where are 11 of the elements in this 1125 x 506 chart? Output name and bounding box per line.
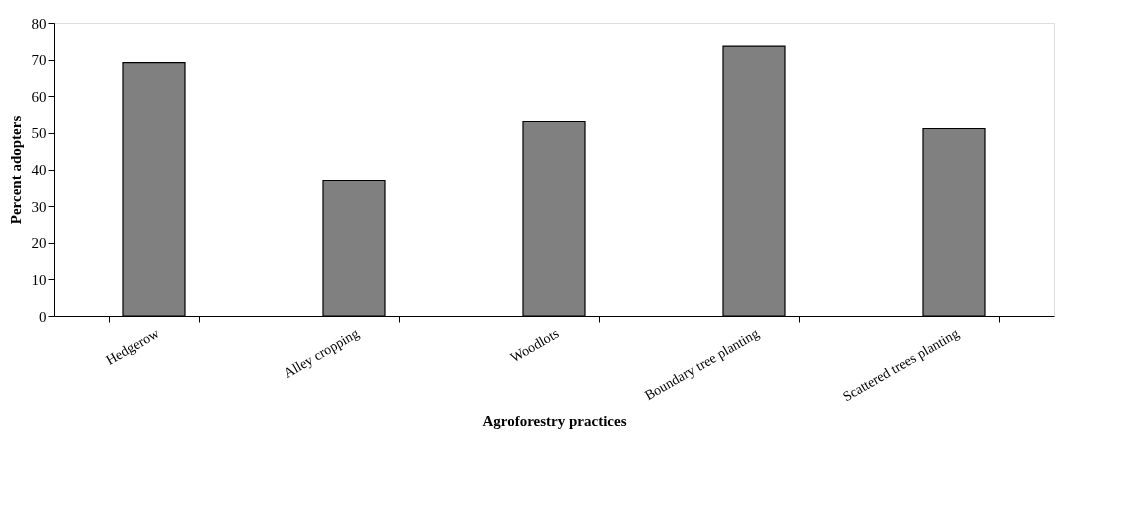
y-tick-label: 20 bbox=[31, 235, 47, 252]
y-tick-label: 80 bbox=[31, 15, 47, 32]
y-tick-label: 0 bbox=[39, 308, 47, 325]
x-axis-title: Agroforestry practices bbox=[482, 413, 627, 430]
y-tick-label: 10 bbox=[31, 271, 47, 288]
y-tick-label: 50 bbox=[31, 125, 47, 142]
y-tick-label: 30 bbox=[31, 198, 47, 215]
y-tick-label: 70 bbox=[31, 52, 47, 69]
y-tick-label: 60 bbox=[31, 88, 47, 105]
y-axis-title: Percent adopters bbox=[7, 115, 24, 225]
y-tick-label: 40 bbox=[31, 162, 47, 178]
